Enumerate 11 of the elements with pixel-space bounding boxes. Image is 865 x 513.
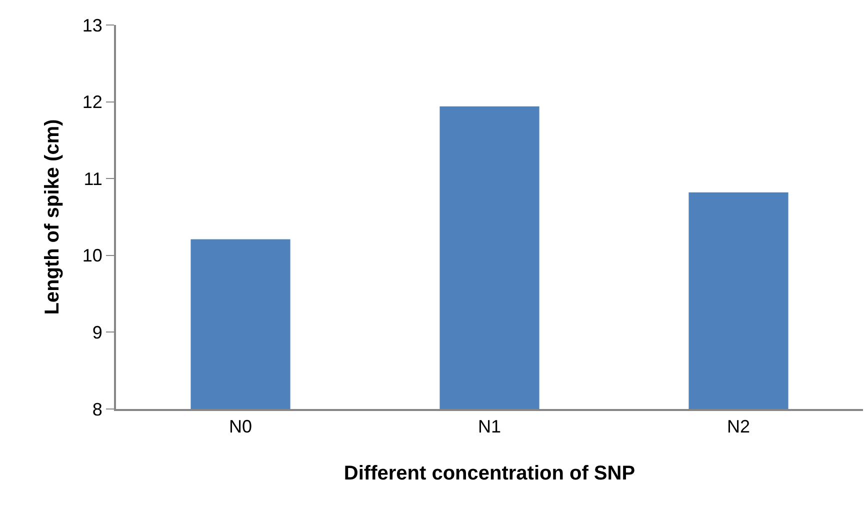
y-tick-label: 9 [92, 322, 102, 342]
x-axis-title: Different concentration of SNP [344, 462, 636, 485]
y-tick-label: 12 [82, 92, 102, 112]
y-tick-label: 10 [82, 246, 102, 266]
y-tick-label: 11 [84, 168, 102, 189]
x-tick-label: N2 [726, 416, 750, 437]
x-tick-label: N1 [478, 416, 502, 437]
y-tick-label: 8 [92, 399, 102, 420]
x-tick-label: N0 [228, 416, 252, 437]
y-tick-label: 13 [82, 15, 102, 36]
y-axis-title: Length of spike (cm) [41, 119, 64, 315]
